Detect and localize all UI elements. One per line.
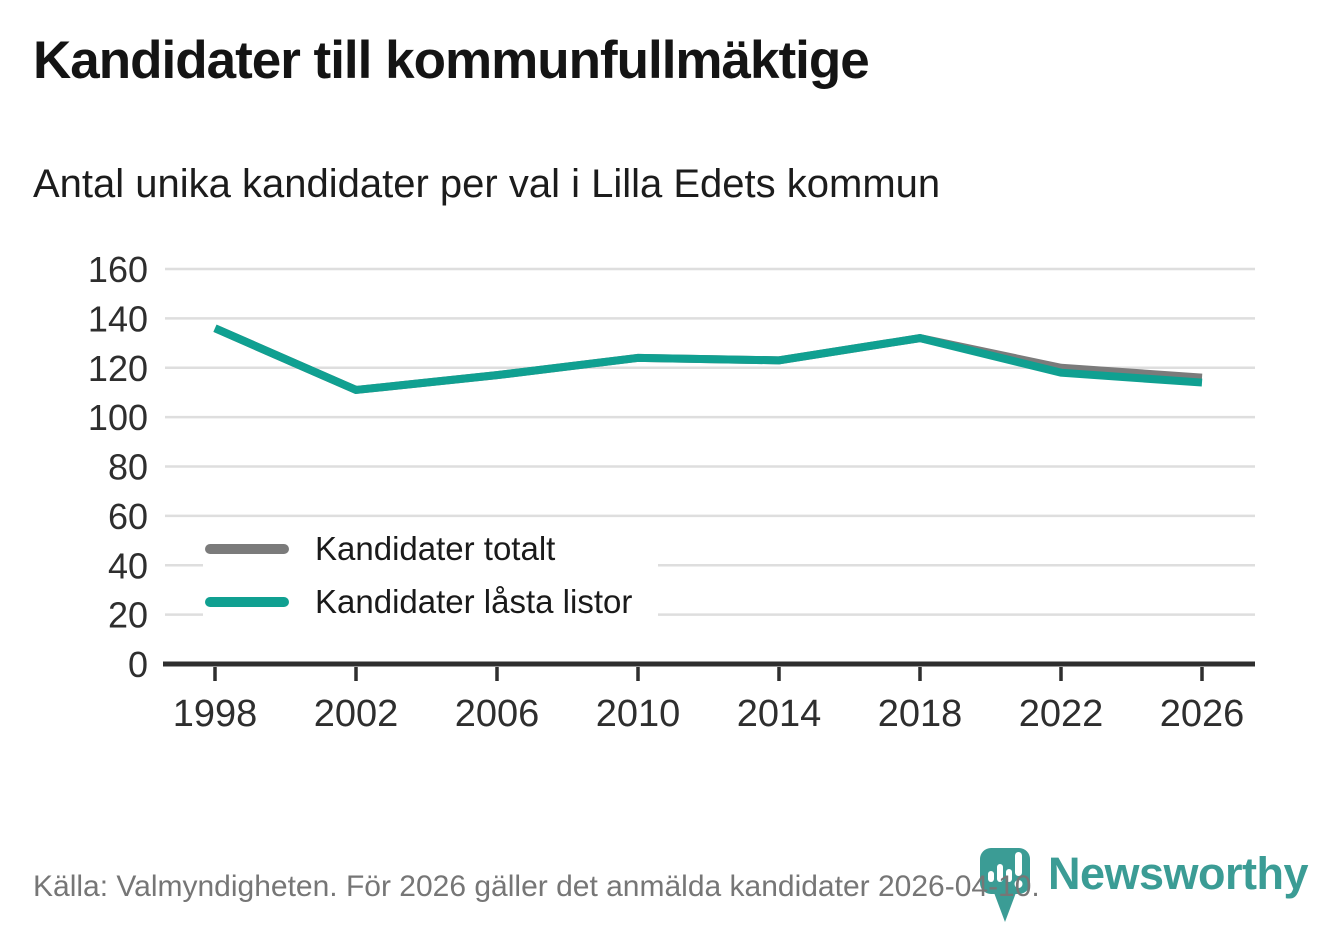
y-axis-label: 80 bbox=[108, 447, 148, 488]
source-note: Källa: Valmyndigheten. För 2026 gäller d… bbox=[33, 870, 1040, 903]
y-axis-label: 140 bbox=[88, 298, 148, 339]
y-axis-label: 40 bbox=[108, 545, 148, 586]
y-axis-label: 100 bbox=[88, 397, 148, 438]
y-axis-label: 120 bbox=[88, 348, 148, 389]
legend-item-total: Kandidater totalt bbox=[205, 522, 632, 575]
line-chart: 0 20 40 60 80 100 120 140 160 1998 2002 2006 2010 201… bbox=[60, 245, 1260, 745]
x-axis-label: 2018 bbox=[878, 693, 963, 735]
x-axis-label: 2010 bbox=[596, 693, 681, 735]
x-axis-label: 2006 bbox=[455, 693, 540, 735]
legend-label-total: Kandidater totalt bbox=[315, 529, 556, 567]
y-axis-label: 60 bbox=[108, 496, 148, 537]
y-axis-label: 0 bbox=[128, 644, 148, 685]
x-axis-label: 2014 bbox=[737, 693, 822, 735]
chart-canvas: 0 20 40 60 80 100 120 140 160 1998 2002 2006 2010 201… bbox=[88, 249, 1255, 735]
legend-item-locked-lists: Kandidater låsta listor bbox=[205, 575, 632, 628]
newsworthy-pin-icon bbox=[980, 848, 1030, 922]
series-line-locked-lists bbox=[213, 324, 1203, 395]
chart-legend: Kandidater totalt Kandidater låsta listo… bbox=[203, 520, 659, 630]
x-axis-label: 1998 bbox=[173, 693, 258, 735]
y-axis-label: 160 bbox=[88, 249, 148, 290]
x-axis-label: 2002 bbox=[314, 693, 399, 735]
legend-swatch-locked-lists bbox=[205, 596, 289, 607]
page-subtitle: Antal unika kandidater per val i Lilla E… bbox=[33, 162, 941, 206]
page-title: Kandidater till kommunfullmäktige bbox=[33, 31, 870, 90]
y-axis-label: 20 bbox=[108, 595, 148, 636]
x-axis-label: 2026 bbox=[1160, 693, 1245, 735]
legend-label-locked-lists: Kandidater låsta listor bbox=[315, 582, 633, 620]
newsworthy-logo: Newsworthy bbox=[980, 846, 1309, 926]
legend-swatch-total bbox=[205, 543, 289, 554]
x-axis-label: 2022 bbox=[1019, 693, 1104, 735]
newsworthy-wordmark: Newsworthy bbox=[1048, 848, 1309, 899]
